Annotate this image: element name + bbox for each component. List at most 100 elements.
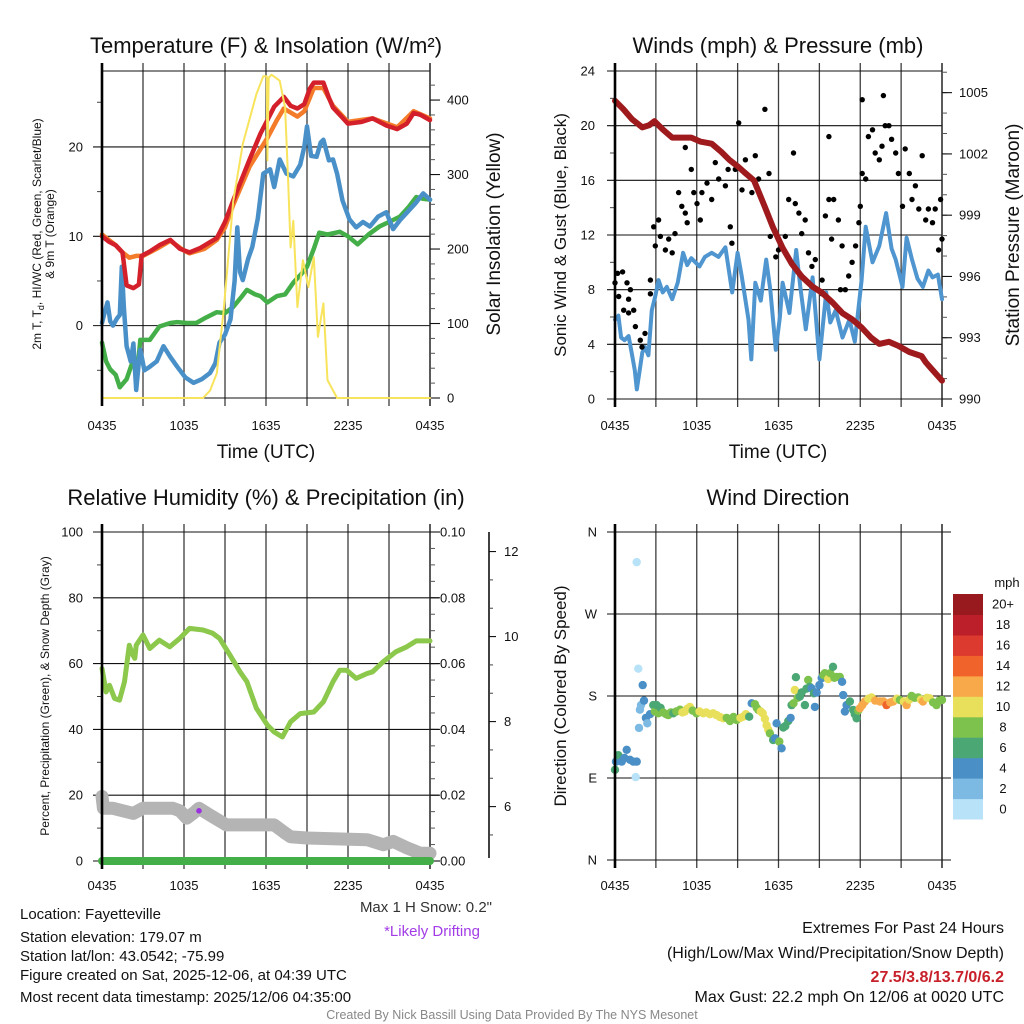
- wind-direction-point: [634, 664, 643, 673]
- extremes-values: 27.5/3.8/13.7/0/6.2: [871, 969, 1005, 986]
- wind-direction-point: [791, 673, 801, 682]
- max-hourly-snow: Max 1 H Snow: 0.2": [360, 899, 492, 916]
- series-line-rh: [99, 625, 433, 740]
- gust-point: [727, 224, 733, 230]
- gust-point: [932, 206, 938, 212]
- gust-point: [704, 180, 710, 186]
- y-tick-label: N: [588, 853, 597, 868]
- winds-chart-title: Winds (mph) & Pressure (mb): [633, 33, 924, 58]
- gust-point: [886, 123, 892, 129]
- colorbar-label: 14: [996, 658, 1010, 673]
- gust-point: [669, 250, 675, 256]
- gust-point: [666, 236, 672, 242]
- gust-point: [739, 187, 745, 193]
- wind-direction-point: [852, 714, 861, 723]
- y-tick-label: 12: [581, 228, 595, 243]
- x-tick-label: 2235: [846, 878, 875, 893]
- gust-point: [859, 170, 865, 177]
- wind-direction-point: [632, 557, 641, 567]
- gust-point: [835, 217, 842, 223]
- y2-tick-label: 0.10: [440, 525, 465, 540]
- y2-tick-label: 0.06: [440, 656, 465, 671]
- colorbar-bin-20: [953, 594, 983, 615]
- wind-direction-point: [800, 700, 810, 710]
- gust-point: [712, 159, 718, 166]
- gust-point: [709, 196, 715, 203]
- wind-direction-point: [790, 685, 799, 695]
- wind-direction-point: [631, 772, 640, 782]
- gust-point: [837, 287, 844, 293]
- y2-tick-label: 0.02: [440, 788, 465, 803]
- gust-point: [657, 233, 664, 240]
- gust-point: [621, 307, 627, 313]
- gust-point: [893, 150, 899, 156]
- colorbar-label: 20+: [992, 597, 1014, 612]
- y-tick-label: 0: [588, 392, 595, 407]
- series-line-solar: [101, 73, 431, 399]
- gust-point: [937, 196, 944, 203]
- gust-point: [935, 247, 942, 253]
- colorbar-bin-8: [953, 716, 983, 738]
- gust-point: [642, 330, 648, 337]
- gust-point: [819, 277, 825, 283]
- x-tick-label: 1635: [252, 878, 281, 893]
- wind-direction-point: [828, 662, 838, 671]
- gust-point: [799, 230, 805, 237]
- wind-direction-point: [777, 744, 786, 753]
- colorbar-bin-0: [953, 798, 983, 820]
- snow-tick-label: 12: [504, 544, 518, 559]
- series-points-drift: [196, 808, 202, 814]
- temperature-y-axis-label: 2m T, Td, HI/WC (Red, Green, Scarlet/Blu…: [30, 118, 46, 349]
- gust-point: [662, 247, 669, 253]
- pressure-y-axis-label: Station Pressure (Maroon): [1003, 124, 1024, 347]
- gust-point: [812, 256, 818, 263]
- y2-tick-label: 0.08: [440, 590, 465, 605]
- x-tick-label: 1035: [170, 418, 199, 433]
- gust-point: [679, 203, 685, 209]
- gust-point: [655, 217, 662, 223]
- wind-direction-point: [937, 695, 947, 705]
- gust-point: [857, 203, 863, 209]
- y2-tick-label: 0.00: [440, 854, 465, 869]
- gust-point: [828, 236, 835, 242]
- x-tick-label: 1635: [252, 418, 281, 433]
- gust-point: [694, 200, 700, 207]
- wind-direction-point: [804, 675, 813, 685]
- gust-point: [880, 92, 887, 99]
- y2-tick-label: 200: [447, 242, 469, 257]
- y-tick-label: W: [585, 607, 598, 622]
- gust-point: [627, 287, 634, 293]
- gust-point: [752, 153, 758, 159]
- winds-panel: 0 4 8 12 16 20 24 990 993 996 999 1002 1005 0435 1035 1…: [581, 63, 988, 433]
- y-tick-label: 24: [581, 64, 595, 79]
- temperature-y-axis-label-line2: & 9m T (Orange): [43, 189, 57, 279]
- gust-point: [863, 176, 869, 182]
- figure-created-time: Figure created on Sat, 2025-12-06, at 04…: [20, 967, 347, 984]
- gust-point: [652, 243, 658, 249]
- y-tick-label: 4: [588, 337, 595, 352]
- colorbar-label: 2: [999, 781, 1006, 796]
- gust-point: [619, 269, 626, 275]
- series-points-direction: [610, 557, 947, 782]
- snow-tick-label: 10: [504, 629, 518, 644]
- footer-credit: Created By Nick Bassill Using Data Provi…: [326, 1008, 698, 1022]
- likely-drifting-note: *Likely Drifting: [384, 923, 480, 940]
- wind-direction-point: [810, 702, 820, 712]
- gust-point: [852, 243, 859, 249]
- max-gust-summary: Max Gust: 22.2 mph On 12/06 at 0020 UTC: [695, 989, 1005, 1006]
- station-elevation: Station elevation: 179.07 m: [20, 929, 202, 946]
- wind-direction-point: [639, 696, 649, 705]
- colorbar-bin-6: [953, 737, 983, 759]
- grid: [93, 524, 440, 869]
- solar-y-axis-label: Solar Insolation (Yellow): [484, 132, 505, 335]
- y2-tick-label: 1005: [959, 85, 988, 100]
- gust-point: [919, 153, 925, 159]
- temperature-y-label-pre: 2m T, T: [30, 309, 44, 349]
- x-tick-label: 0435: [88, 418, 117, 433]
- colorbar-label: 16: [996, 638, 1010, 653]
- snow-tick-label: 6: [504, 799, 511, 814]
- gust-point: [916, 206, 922, 212]
- colorbar-bin-16: [953, 634, 983, 656]
